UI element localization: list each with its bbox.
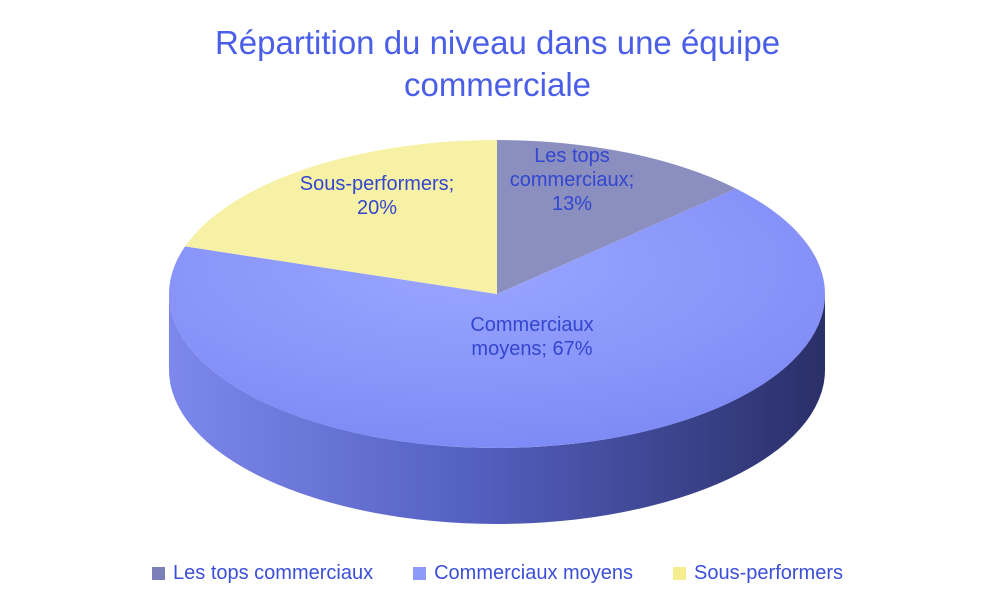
slice-label-line: Commerciaux [470, 314, 593, 336]
legend: Les tops commerciaux Commerciaux moyens … [0, 562, 995, 585]
legend-label-tops: Les tops commerciaux [173, 562, 374, 584]
pie-slice-moyens [168, 188, 826, 448]
pie-slice-sous [185, 140, 497, 294]
slice-label-line: commerciaux; [510, 169, 634, 191]
legend-swatch-tops [152, 567, 166, 580]
slice-label-line: 20% [357, 197, 397, 219]
chart-title-line-1: Répartition du niveau dans une équipe [214, 24, 781, 61]
slice-label-tops: Les tops commerciaux; 13% [510, 145, 634, 215]
slice-label-line: Les tops [534, 145, 610, 167]
slice-label-line: moyens; 67% [471, 338, 592, 360]
pie-top-layer [168, 140, 826, 448]
legend-swatch-moyens [413, 567, 427, 580]
slice-label-moyens: Commerciaux moyens; 67% [470, 314, 593, 360]
legend-label-moyens: Commerciaux moyens [434, 562, 634, 584]
chart-title-line-2: commerciale [403, 66, 592, 103]
pie-side-layer [169, 294, 825, 524]
legend-item-tops: Les tops commerciaux [152, 562, 373, 585]
chart-title: Répartition du niveau dans une équipe co… [0, 22, 995, 106]
pie-label-layer: Les tops commerciaux; 13% Commerciaux moyens… [300, 145, 634, 360]
slice-label-line: Sous-performers; [300, 173, 455, 195]
pie-side-wall [169, 294, 825, 524]
slice-label-line: 13% [552, 193, 592, 215]
slice-label-sous: Sous-performers; 20% [300, 173, 455, 219]
legend-item-sous: Sous-performers [673, 562, 843, 585]
legend-swatch-sous [673, 567, 687, 580]
pie-slice-tops [497, 140, 737, 294]
legend-label-sous: Sous-performers [694, 562, 843, 584]
legend-item-moyens: Commerciaux moyens [413, 562, 633, 585]
